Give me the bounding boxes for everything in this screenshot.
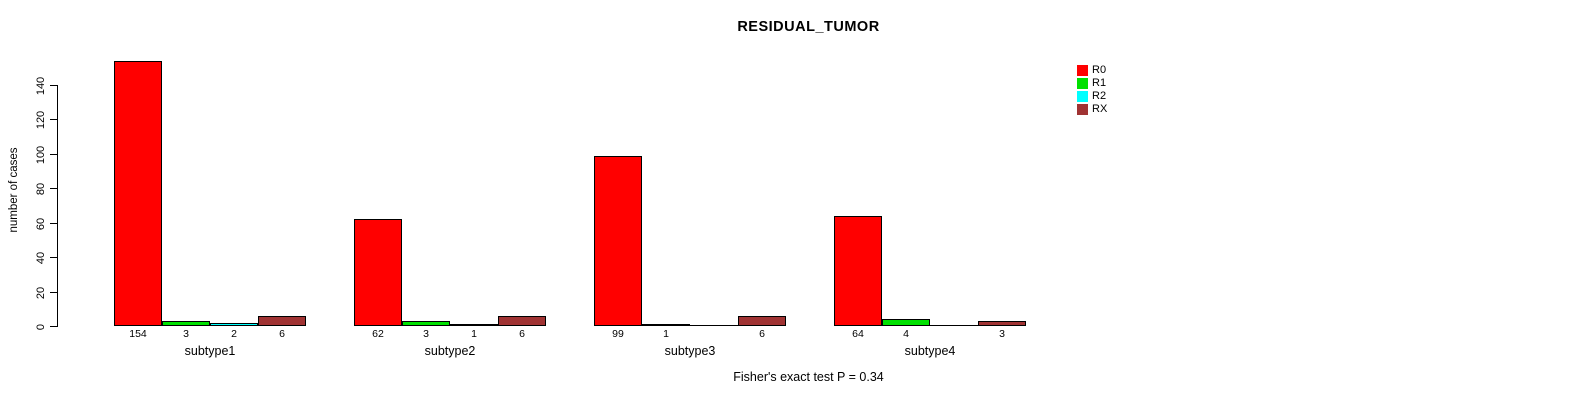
y-axis-tick [50,223,57,224]
y-axis-tick-label: 20 [35,286,47,299]
bar-r1-subtype4 [882,319,930,326]
legend-swatch-r2 [1077,90,1088,102]
y-axis-tick [50,154,57,155]
bar-value-label: 4 [903,328,909,340]
category-label-subtype2: subtype2 [424,344,476,358]
legend-label-r2: R2 [1092,90,1107,102]
chart-title: RESIDUAL_TUMOR [737,19,880,35]
bar-value-label: 3 [183,328,189,340]
bar-value-label: 6 [519,328,525,340]
legend-label-r1: R1 [1092,77,1107,89]
legend-swatch-rx [1077,103,1088,115]
bar-value-label: 3 [999,328,1005,340]
y-axis-tick [50,292,57,293]
category-label-subtype1: subtype1 [184,344,236,358]
bar-rx-subtype3 [738,316,786,326]
y-axis-tick [50,257,57,258]
legend-item-r2: R2 [1077,90,1106,102]
legend-label-rx: RX [1092,103,1108,115]
y-axis-tick-label: 0 [35,323,47,330]
bar-r0-subtype3 [594,156,642,326]
bar-value-label: 62 [372,328,384,340]
bar-value-label: 3 [423,328,429,340]
y-axis-tick-label: 60 [35,217,47,230]
bar-r2-subtype1 [210,323,258,326]
bar-value-label: 2 [231,328,237,340]
legend-swatch-r1 [1077,77,1088,89]
bar-r1-subtype1 [162,321,210,326]
bar-r0-subtype4 [834,216,882,326]
legend-item-r1: R1 [1077,77,1106,89]
category-label-subtype3: subtype3 [664,344,716,358]
bar-value-label: 1 [471,328,477,340]
y-axis-tick [50,188,57,189]
bar-value-label: 1 [663,328,669,340]
bar-value-label: 64 [852,328,864,340]
bar-r2-subtype4 [930,325,978,326]
bar-r1-subtype2 [402,321,450,326]
bar-r0-subtype1 [114,61,162,326]
bar-r0-subtype2 [354,219,402,326]
y-axis-tick-label: 120 [35,110,47,129]
y-axis-tick [50,85,57,86]
bar-value-label: 6 [759,328,765,340]
bar-r2-subtype3 [690,325,738,326]
legend-item-r0: R0 [1077,64,1106,76]
bar-r1-subtype3 [642,324,690,326]
bar-value-label: 6 [279,328,285,340]
legend-label-r0: R0 [1092,64,1107,76]
y-axis-title: number of cases [8,147,20,233]
fisher-test-annotation: Fisher's exact test P = 0.34 [733,370,884,384]
bar-rx-subtype2 [498,316,546,326]
y-axis-tick-label: 80 [35,182,47,195]
y-axis-tick-label: 140 [35,76,47,95]
bar-rx-subtype4 [978,321,1026,326]
y-axis-tick [50,326,57,327]
y-axis-tick-label: 40 [35,251,47,264]
y-axis-tick-label: 100 [35,145,47,164]
bar-r2-subtype2 [450,324,498,326]
category-label-subtype4: subtype4 [904,344,956,358]
legend-item-rx: RX [1077,103,1107,115]
legend-swatch-r0 [1077,64,1088,76]
y-axis-tick [50,119,57,120]
bar-rx-subtype1 [258,316,306,326]
bar-value-label: 99 [612,328,624,340]
bar-value-label: 154 [129,328,147,340]
y-axis-line [57,85,58,327]
